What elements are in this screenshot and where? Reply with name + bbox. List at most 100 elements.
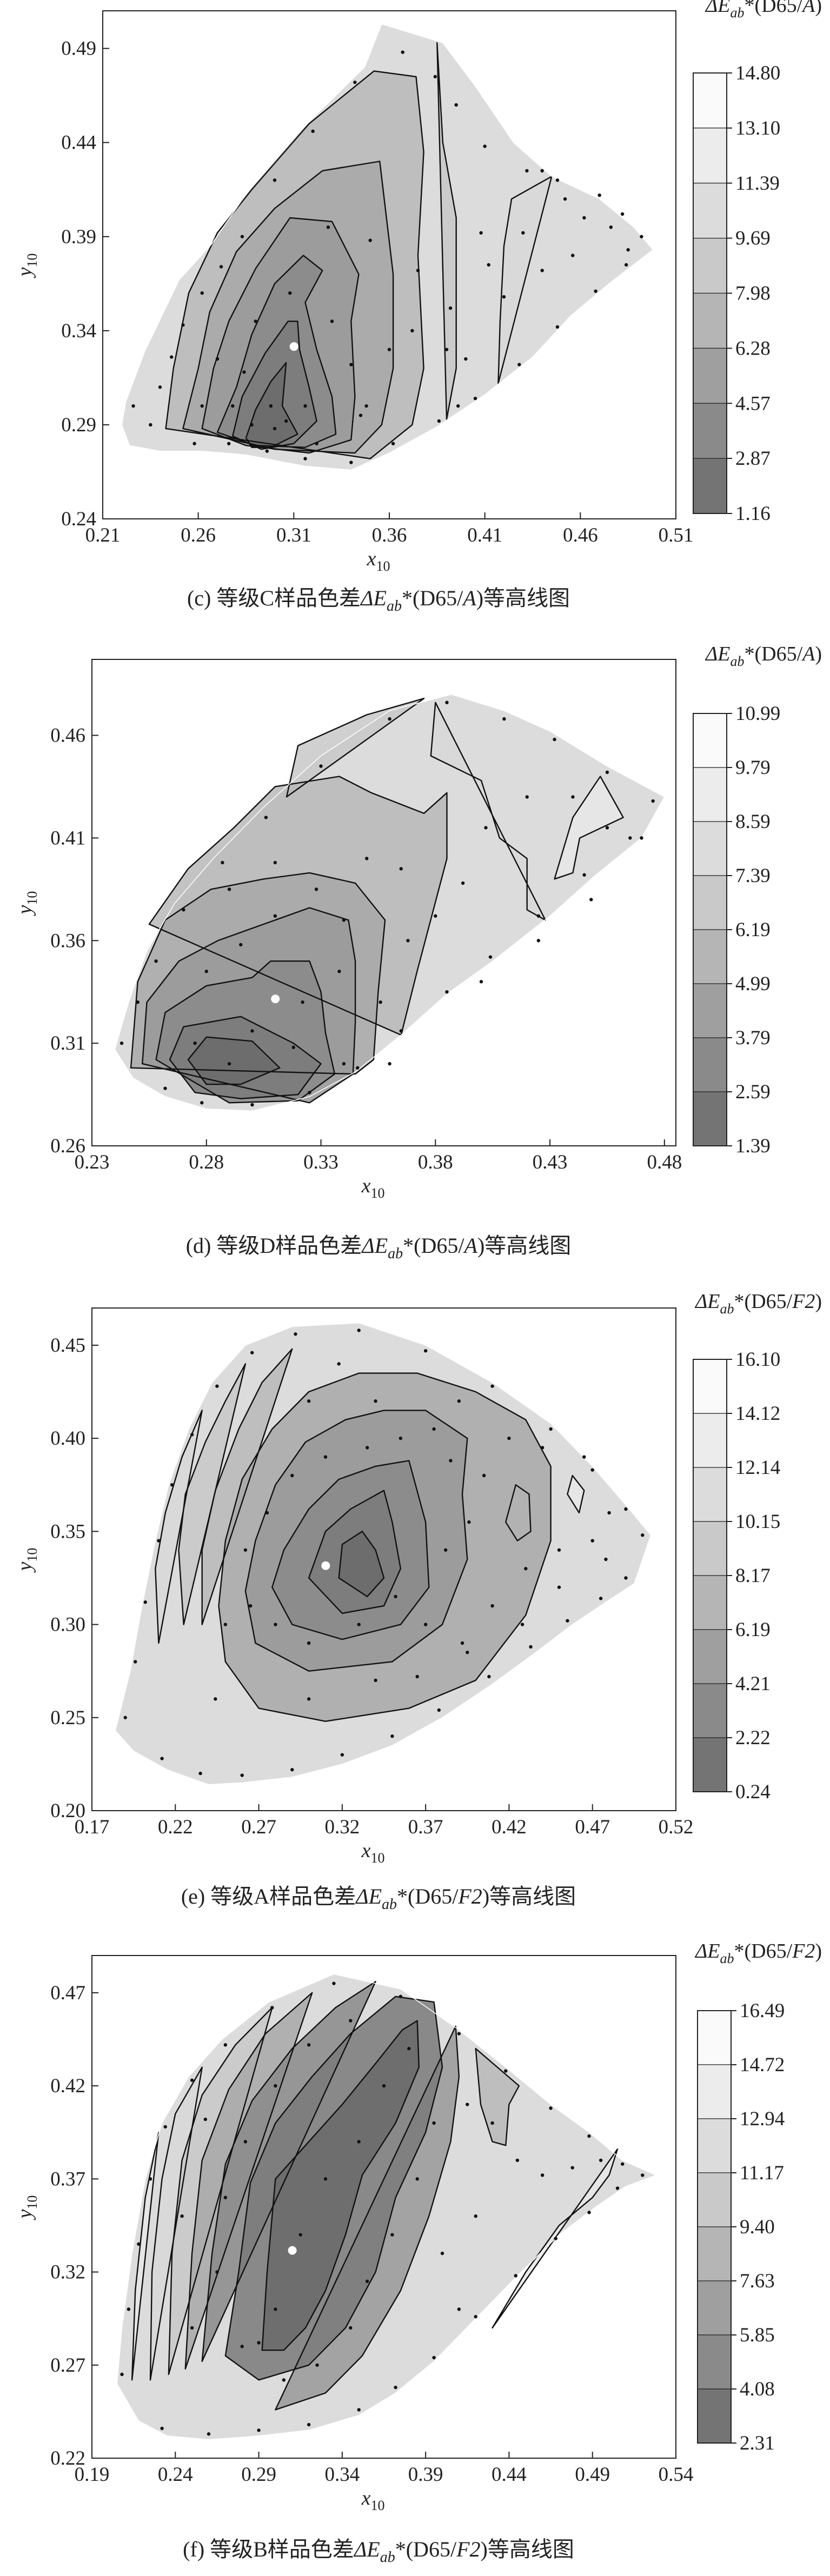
colorbar-swatch (693, 1683, 727, 1738)
sample-point (570, 2166, 574, 2170)
sample-point (437, 419, 441, 423)
x-tick-label: 0.47 (575, 1816, 610, 1838)
colorbar-swatch (693, 458, 727, 514)
sample-point (157, 1539, 161, 1543)
colorbar-swatch (693, 1413, 727, 1468)
plot-frame (91, 1307, 676, 1811)
panel-f: ΔEab*(D65/F2) (f) 等级B样品色差ΔEab*(D65/F2)等高… (14, 1940, 822, 2566)
sample-point (340, 1753, 344, 1757)
sample-point (432, 2355, 436, 2360)
colorbar-level-label: 10.15 (735, 1511, 780, 1533)
sample-point (473, 396, 477, 401)
sample-point (290, 1768, 294, 1772)
y-tick-label: 0.30 (50, 1614, 85, 1636)
sample-point (342, 918, 346, 922)
x-tick-label: 0.54 (659, 2464, 694, 2486)
colorbar-title-symbol: ΔE (705, 0, 731, 17)
colorbar-swatch (693, 403, 727, 459)
contour-band (178, 1364, 245, 1625)
sample-point (415, 2177, 419, 2181)
sample-point (357, 2408, 361, 2412)
sample-point (641, 1533, 645, 1537)
sample-point (273, 178, 277, 182)
colorbar-level-label: 8.17 (735, 1565, 771, 1587)
hull-edge (114, 693, 665, 1112)
caption-illuminant: A (463, 1233, 478, 1258)
sample-point (553, 737, 556, 742)
sample-point (640, 836, 643, 840)
sample-point (349, 2326, 353, 2330)
colorbar-level-label: 2.22 (735, 1727, 771, 1749)
colorbar-swatch (693, 983, 727, 1038)
sample-point (215, 2270, 219, 2274)
sample-point (356, 1066, 360, 1070)
sample-point (143, 1600, 147, 1604)
colorbar-swatch (693, 1575, 727, 1630)
colorbar-level-label: 7.39 (735, 865, 771, 887)
sample-point (615, 2186, 620, 2190)
y-tick-label: 0.49 (61, 38, 96, 60)
caption-end: )等高线图 (477, 1233, 571, 1258)
white-point (321, 1561, 330, 1570)
sample-point (265, 449, 269, 453)
sample-point (160, 2426, 164, 2431)
contour-band (338, 1531, 384, 1597)
sample-point (457, 1399, 461, 1403)
sample-point (582, 1455, 586, 1459)
sample-point (200, 404, 204, 408)
colorbar-level-label: 2.87 (735, 448, 771, 470)
sample-point (250, 1351, 254, 1354)
sample-point (298, 2233, 302, 2237)
sample-point (587, 2211, 591, 2214)
sample-point (349, 2019, 353, 2023)
y-tick-label: 0.26 (50, 1135, 85, 1157)
sample-point (394, 2385, 397, 2390)
sample-point (434, 914, 437, 918)
contour-line (130, 872, 386, 1075)
colorbar-level-label: 12.94 (740, 2108, 785, 2130)
sample-point (406, 939, 410, 943)
colorbar-title: ΔEab*(D65/A) (705, 0, 822, 21)
sample-point (307, 1399, 311, 1403)
sample-point (571, 253, 575, 257)
colorbar-level-label: 0.24 (735, 1781, 771, 1803)
sample-point (223, 1623, 228, 1626)
colorbar-title-subscript: ab (730, 653, 744, 669)
sample-point (444, 348, 449, 351)
sample-point (379, 1000, 382, 1004)
sample-point (582, 873, 586, 877)
caption-prefix: (c) 等级C样品色差 (187, 586, 361, 610)
sample-point (358, 413, 363, 417)
colorbar-level-label: 6.19 (735, 1619, 771, 1641)
sample-point (192, 442, 196, 445)
colorbar-level-label: 8.59 (735, 811, 771, 833)
hull-edge (121, 23, 654, 471)
sample-point (198, 1771, 202, 1776)
sample-point (250, 1029, 254, 1033)
x-tick-label: 0.49 (575, 2464, 610, 2486)
caption-end: )等高线图 (482, 1884, 576, 1908)
sample-point (536, 914, 541, 918)
colorbar-swatch (693, 1091, 727, 1146)
sample-point (227, 887, 231, 891)
sample-point (624, 1576, 628, 1580)
sample-point (190, 2326, 194, 2330)
colorbar-level-label: 9.40 (740, 2216, 775, 2238)
sample-point (364, 404, 368, 408)
sample-point (466, 1651, 469, 1654)
x-tick-label: 0.38 (418, 1151, 453, 1173)
sample-point (571, 795, 575, 799)
sample-point (540, 2173, 545, 2177)
sample-point (270, 2006, 274, 2010)
colorbar-title-illuminant: A (801, 643, 815, 665)
contour-line (201, 1348, 293, 1625)
sample-point (223, 2195, 228, 2199)
sample-point (474, 2214, 477, 2218)
colorbar-swatch (693, 183, 727, 239)
sample-point (604, 1557, 608, 1561)
sample-point (365, 857, 369, 860)
colorbar-title-illuminant: F2 (792, 1290, 815, 1313)
sample-point (520, 1623, 524, 1626)
contour-line (155, 960, 336, 1104)
contour-line (285, 698, 425, 798)
